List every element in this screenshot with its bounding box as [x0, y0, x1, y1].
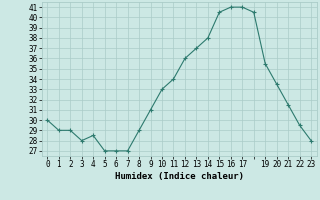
X-axis label: Humidex (Indice chaleur): Humidex (Indice chaleur): [115, 172, 244, 181]
